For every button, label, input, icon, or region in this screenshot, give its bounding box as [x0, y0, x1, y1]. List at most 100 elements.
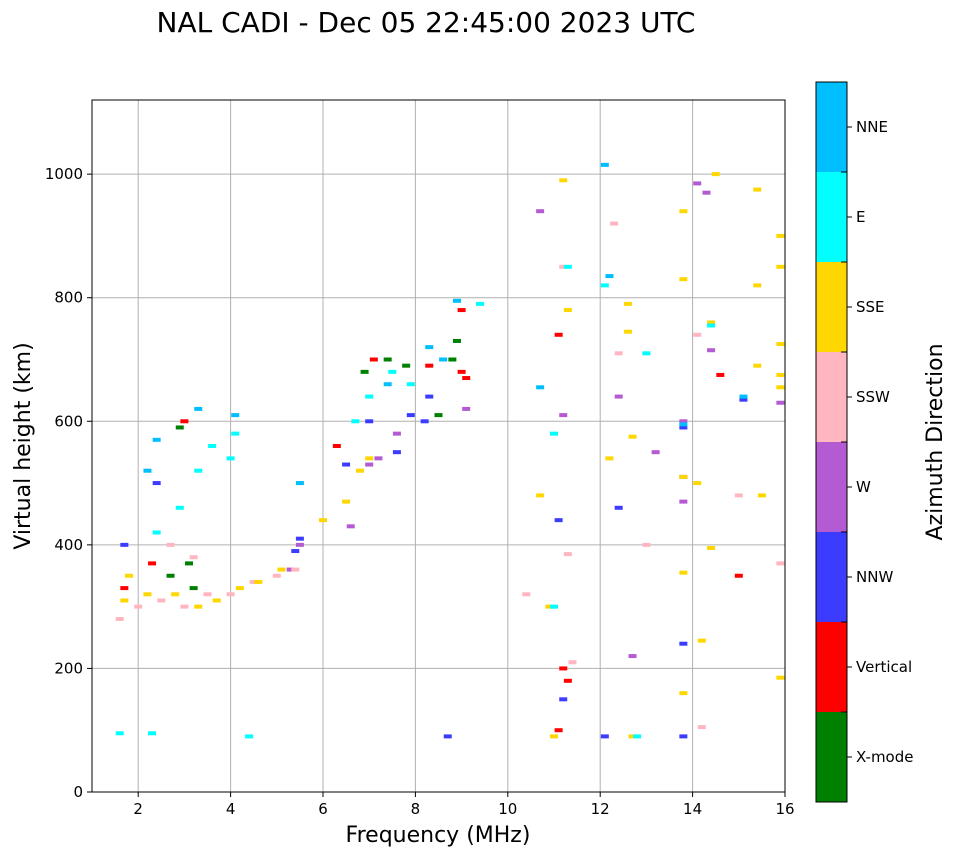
point-nnw	[739, 397, 748, 402]
colorbar-tick-label: Vertical	[856, 658, 912, 676]
point-sse	[776, 342, 785, 347]
point-w	[392, 431, 401, 436]
point-sse	[559, 178, 568, 183]
point-sse	[536, 493, 545, 498]
point-e	[208, 444, 217, 448]
point-sse	[679, 570, 688, 575]
point-w	[776, 400, 785, 405]
point-nnw	[554, 518, 563, 523]
x-tick-label: 10	[498, 800, 517, 818]
x-tick-label: 12	[591, 800, 610, 818]
point-ssw	[697, 725, 706, 730]
point-nnw	[295, 536, 304, 541]
x-tick-label: 8	[411, 800, 421, 818]
colorbar-segment-e	[816, 172, 847, 262]
point-ssw	[642, 542, 651, 547]
point-ssw	[563, 552, 572, 557]
point-sse	[679, 277, 688, 282]
point-w	[651, 450, 660, 455]
point-x-mode	[448, 357, 457, 362]
point-w	[559, 413, 568, 418]
point-e	[231, 431, 240, 436]
point-ssw	[568, 660, 577, 665]
point-sse	[120, 598, 129, 603]
point-sse	[235, 586, 244, 591]
point-ssw	[189, 555, 198, 560]
point-x-mode	[175, 425, 184, 430]
point-vertical	[563, 678, 572, 683]
point-e	[388, 369, 397, 374]
point-e	[365, 394, 374, 399]
point-nne	[439, 357, 448, 362]
point-nne	[295, 481, 304, 486]
point-e	[550, 431, 558, 436]
colorbar-tick-label: NNE	[856, 118, 888, 136]
data-marks	[115, 162, 785, 739]
point-sse	[563, 308, 572, 313]
point-w	[693, 181, 702, 186]
point-nne	[452, 298, 461, 303]
point-w	[365, 462, 374, 467]
point-sse	[693, 481, 702, 486]
x-tick-label: 16	[775, 800, 794, 818]
point-ssw	[734, 493, 743, 498]
chart-title: NAL CADI - Dec 05 22:45:00 2023 UTC	[157, 6, 696, 39]
y-tick-label: 600	[54, 412, 83, 430]
point-nnw	[425, 394, 434, 399]
point-sse	[679, 209, 688, 214]
point-e	[226, 456, 235, 461]
point-nnw	[559, 697, 568, 702]
point-nne	[383, 382, 392, 387]
point-sse	[776, 264, 785, 269]
point-e	[175, 505, 184, 510]
point-nnw	[365, 419, 374, 424]
point-nne	[231, 413, 240, 418]
point-sse	[711, 172, 720, 177]
x-axis-label: Frequency (MHz)	[346, 823, 531, 848]
point-vertical	[457, 369, 466, 374]
point-w	[374, 456, 383, 461]
point-sse	[605, 456, 614, 461]
point-w	[462, 406, 471, 411]
point-sse	[628, 434, 637, 439]
point-nnw	[406, 413, 415, 418]
point-e	[633, 734, 642, 739]
x-tick-label: 6	[318, 800, 328, 818]
point-sse	[254, 579, 263, 584]
colorbar-frame	[815, 81, 848, 803]
point-ssw	[249, 579, 258, 584]
grid	[92, 100, 786, 793]
point-w	[707, 348, 716, 353]
point-e	[115, 731, 124, 736]
point-e	[550, 604, 558, 609]
point-ssw	[134, 604, 143, 609]
point-w	[679, 419, 688, 424]
point-e	[194, 468, 203, 473]
point-nnw	[342, 462, 351, 467]
point-sse	[628, 734, 637, 739]
x-axis-ticks: 2 4 6 8 10 12 14 16	[133, 792, 795, 818]
colorbar-tick-label: E	[856, 208, 865, 226]
y-tick-label: 0	[73, 783, 83, 801]
colorbar-segment-w	[816, 442, 847, 532]
point-ssw	[522, 592, 531, 597]
point-sse	[355, 468, 364, 473]
point-nne	[679, 422, 688, 427]
point-ssw	[180, 604, 189, 609]
point-ssw	[610, 221, 619, 226]
colorbar-tick-label: W	[856, 478, 871, 496]
point-w	[536, 209, 545, 214]
point-nne	[536, 385, 545, 390]
point-sse	[776, 675, 785, 680]
colorbar-segment-nnw	[816, 532, 847, 622]
x-tick-label: 4	[226, 800, 236, 818]
point-w	[679, 499, 688, 504]
point-sse	[277, 567, 286, 572]
colorbar-tick-label: SSE	[856, 298, 885, 316]
point-nnw	[152, 481, 161, 486]
point-ssw	[693, 332, 702, 337]
point-sse	[623, 329, 632, 334]
point-ssw	[614, 351, 623, 356]
point-sse	[550, 734, 558, 739]
